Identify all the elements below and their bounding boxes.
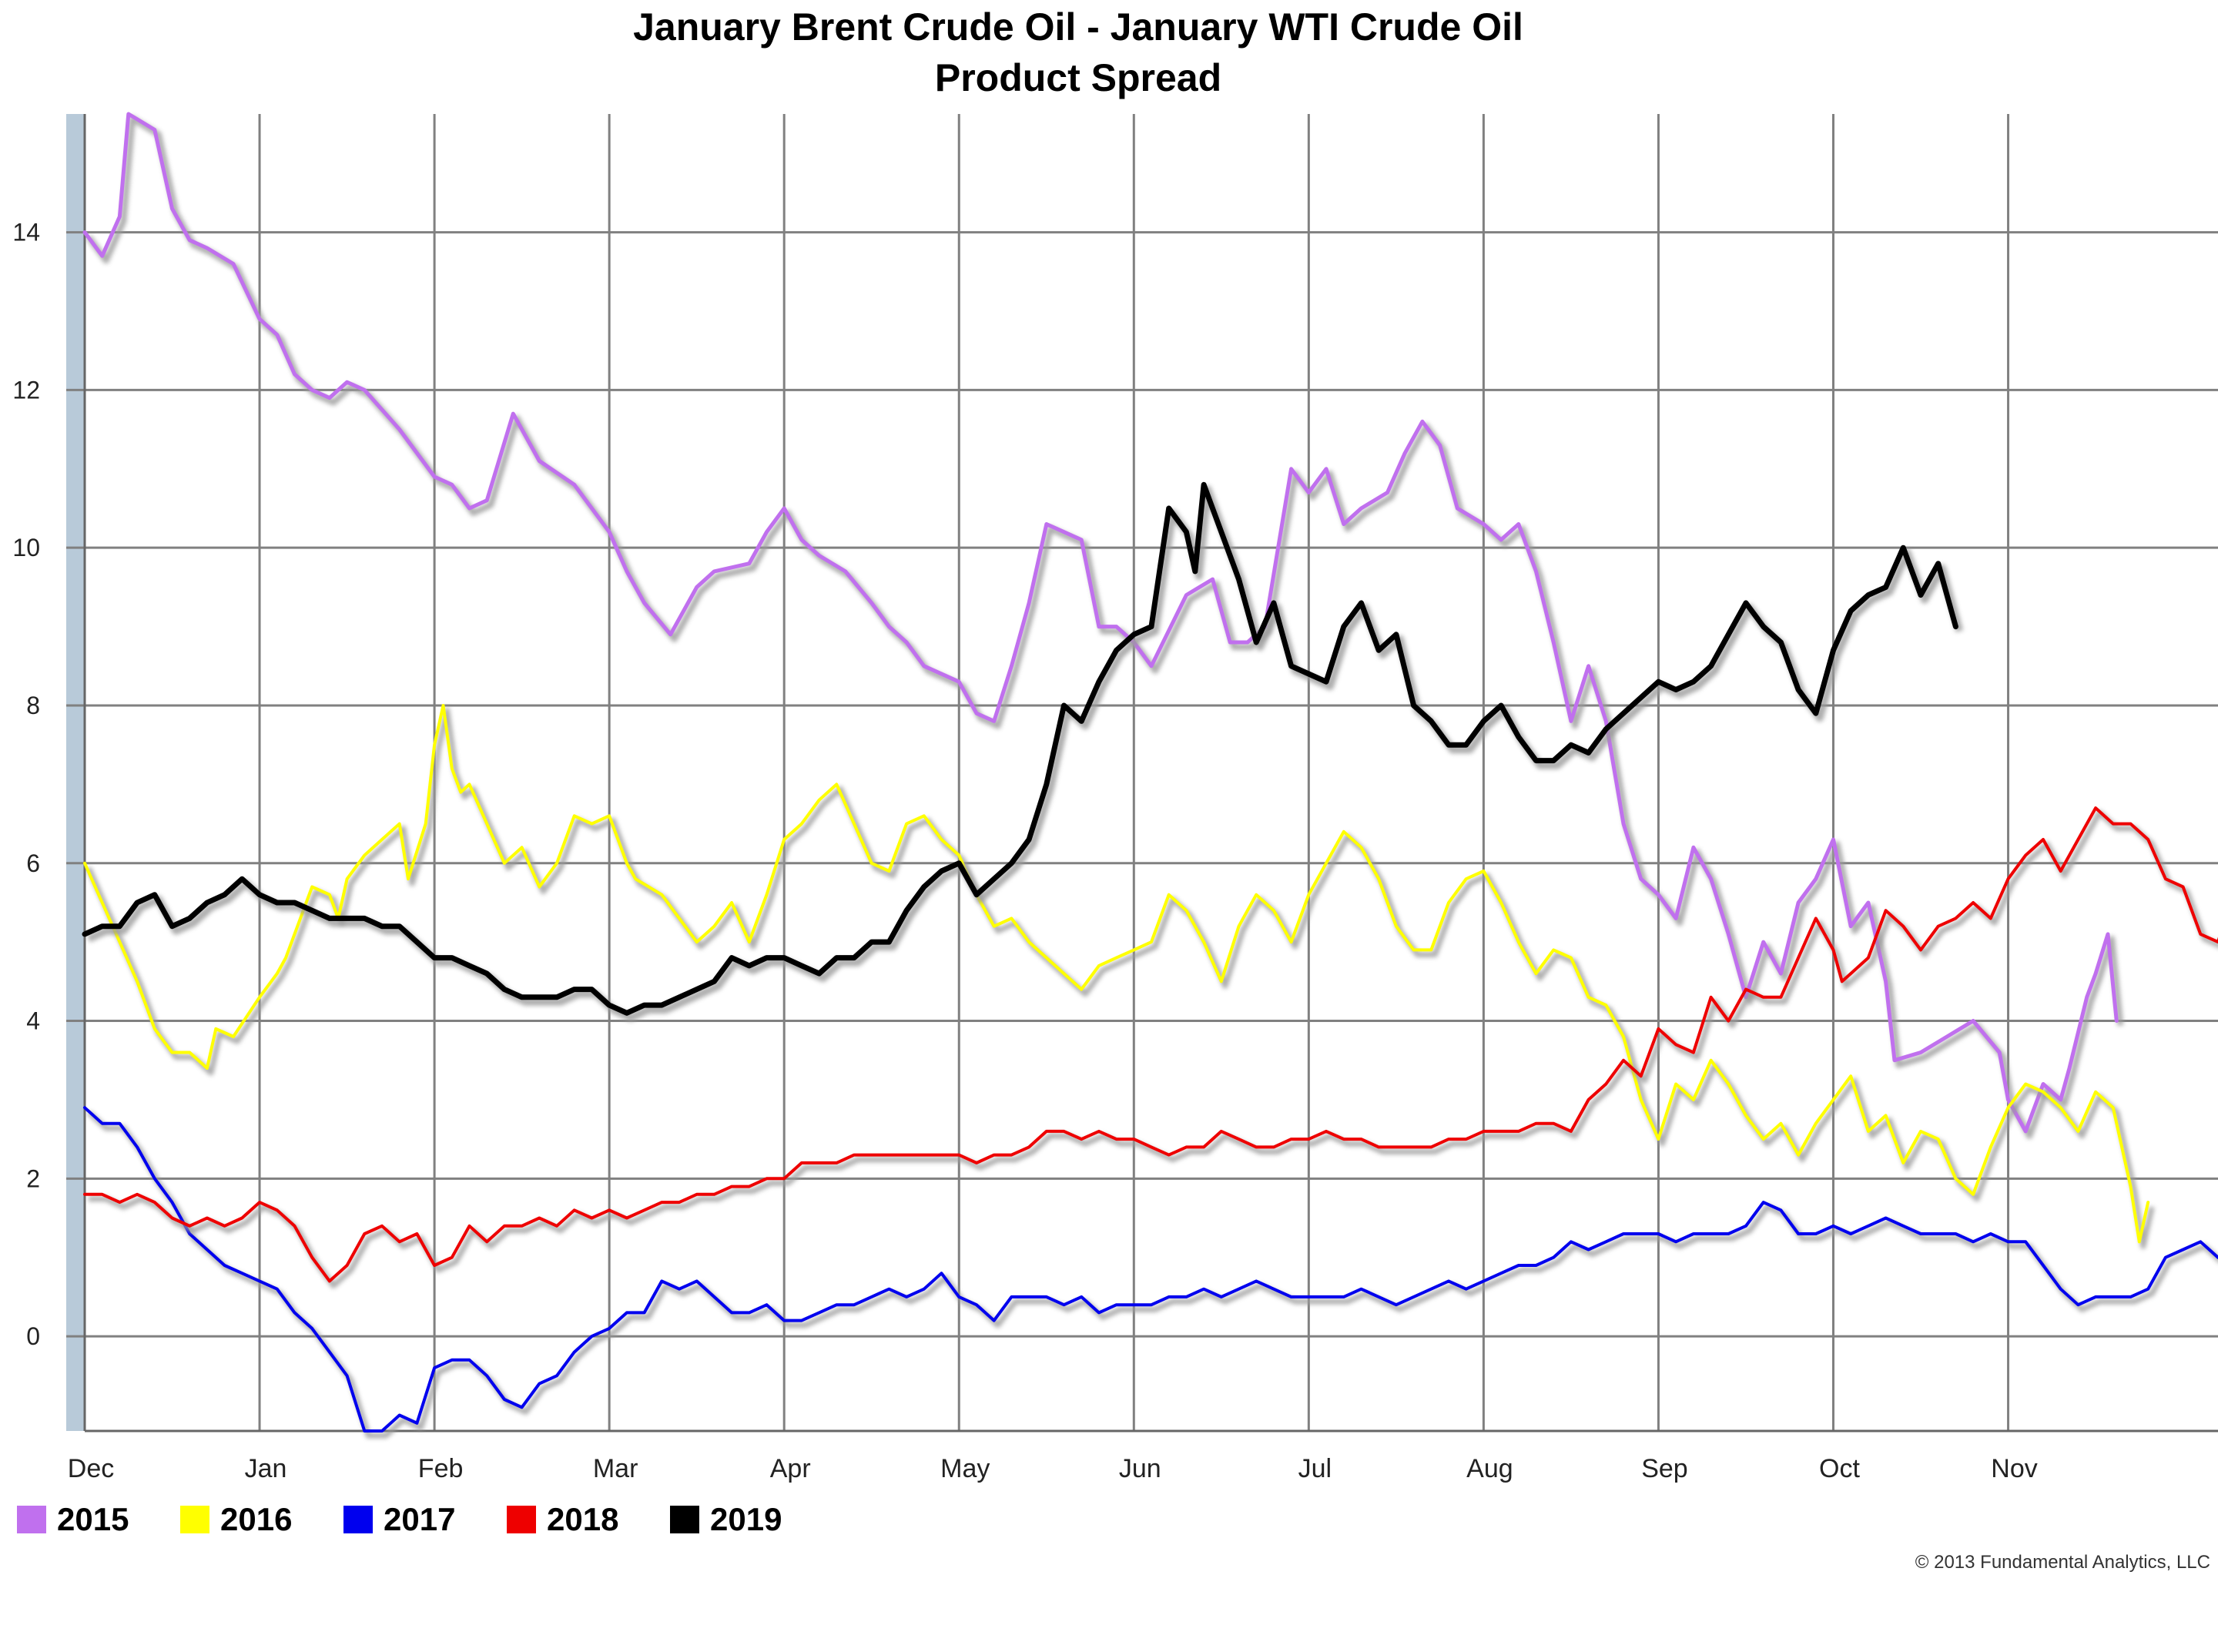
series-layer	[82, 112, 2218, 1439]
x-tick-label-feb: Feb	[418, 1454, 464, 1483]
x-tick-label-aug: Aug	[1466, 1454, 1513, 1483]
x-tick-label-jun: Jun	[1119, 1454, 1161, 1483]
legend-label-2015: 2015	[57, 1501, 129, 1537]
legend-item-2018: 2018	[507, 1501, 618, 1537]
plot-background	[85, 114, 2218, 1431]
x-tick-label-mar: Mar	[593, 1454, 638, 1483]
x-tick-label-oct: Oct	[1819, 1454, 1860, 1483]
legend-item-2016: 2016	[180, 1501, 292, 1537]
x-tick-label-sep: Sep	[1641, 1454, 1688, 1483]
series-shadow-2015	[85, 116, 2124, 1139]
legend-label-2019: 2019	[710, 1501, 782, 1537]
legend: 2015 2016 2017 2018 2019	[17, 1501, 782, 1537]
legend-label-2018: 2018	[547, 1501, 618, 1537]
x-tick-label-jan: Jan	[245, 1454, 287, 1483]
series-2017	[83, 1106, 2218, 1439]
y-tick-label: 2	[26, 1164, 40, 1192]
series-shadow-2017	[86, 1110, 2218, 1439]
legend-item-2019: 2019	[670, 1501, 782, 1537]
legend-swatch-2019	[670, 1506, 699, 1533]
x-tick-label-jul: Jul	[1298, 1454, 1332, 1483]
y-tick-label: 8	[26, 692, 40, 719]
gridlines	[66, 114, 2218, 1433]
series-line-2017	[83, 1106, 2218, 1433]
legend-swatch-2017	[343, 1506, 373, 1533]
series-shadow-2016	[85, 707, 2155, 1249]
y-tick-label: 14	[12, 219, 40, 246]
chart-title: January Brent Crude Oil - January WTI Cr…	[633, 5, 1523, 49]
x-tick-label-dec: Dec	[68, 1454, 114, 1483]
x-tick-label-may: May	[940, 1454, 990, 1483]
legend-label-2016: 2016	[220, 1501, 292, 1537]
x-tick-label-nov: Nov	[1991, 1454, 2037, 1483]
plot-left-band	[66, 114, 85, 1431]
series-2016	[83, 704, 2155, 1249]
y-tick-label: 6	[26, 849, 40, 877]
legend-swatch-2018	[507, 1506, 536, 1533]
chart-subtitle: Product Spread	[935, 56, 1221, 99]
legend-label-2017: 2017	[384, 1501, 455, 1537]
series-line-2016	[83, 704, 2150, 1244]
y-tick-label: 12	[12, 376, 40, 404]
y-tick-label: 0	[26, 1322, 40, 1350]
series-line-2015	[82, 112, 2119, 1134]
series-line-2018	[83, 806, 2218, 1283]
series-line-2019	[82, 481, 1958, 1016]
legend-swatch-2015	[17, 1506, 46, 1533]
x-tick-label-apr: Apr	[770, 1454, 811, 1483]
legend-item-2017: 2017	[343, 1501, 455, 1537]
copyright-text: © 2013 Fundamental Analytics, LLC	[1915, 1552, 2210, 1573]
series-2018	[83, 806, 2218, 1288]
series-2015	[82, 112, 2124, 1139]
y-tick-label: 10	[12, 534, 40, 561]
y-tick-label: 4	[26, 1007, 40, 1035]
legend-swatch-2016	[180, 1506, 209, 1533]
series-2019	[82, 481, 1964, 1022]
y-axis: 0 2 4 6 8 10 12 14	[12, 219, 40, 1351]
x-axis: Dec Jan Feb Mar Apr May Jun Jul Aug Sep Oct Nov	[68, 1454, 2038, 1483]
legend-item-2015: 2015	[17, 1501, 129, 1537]
